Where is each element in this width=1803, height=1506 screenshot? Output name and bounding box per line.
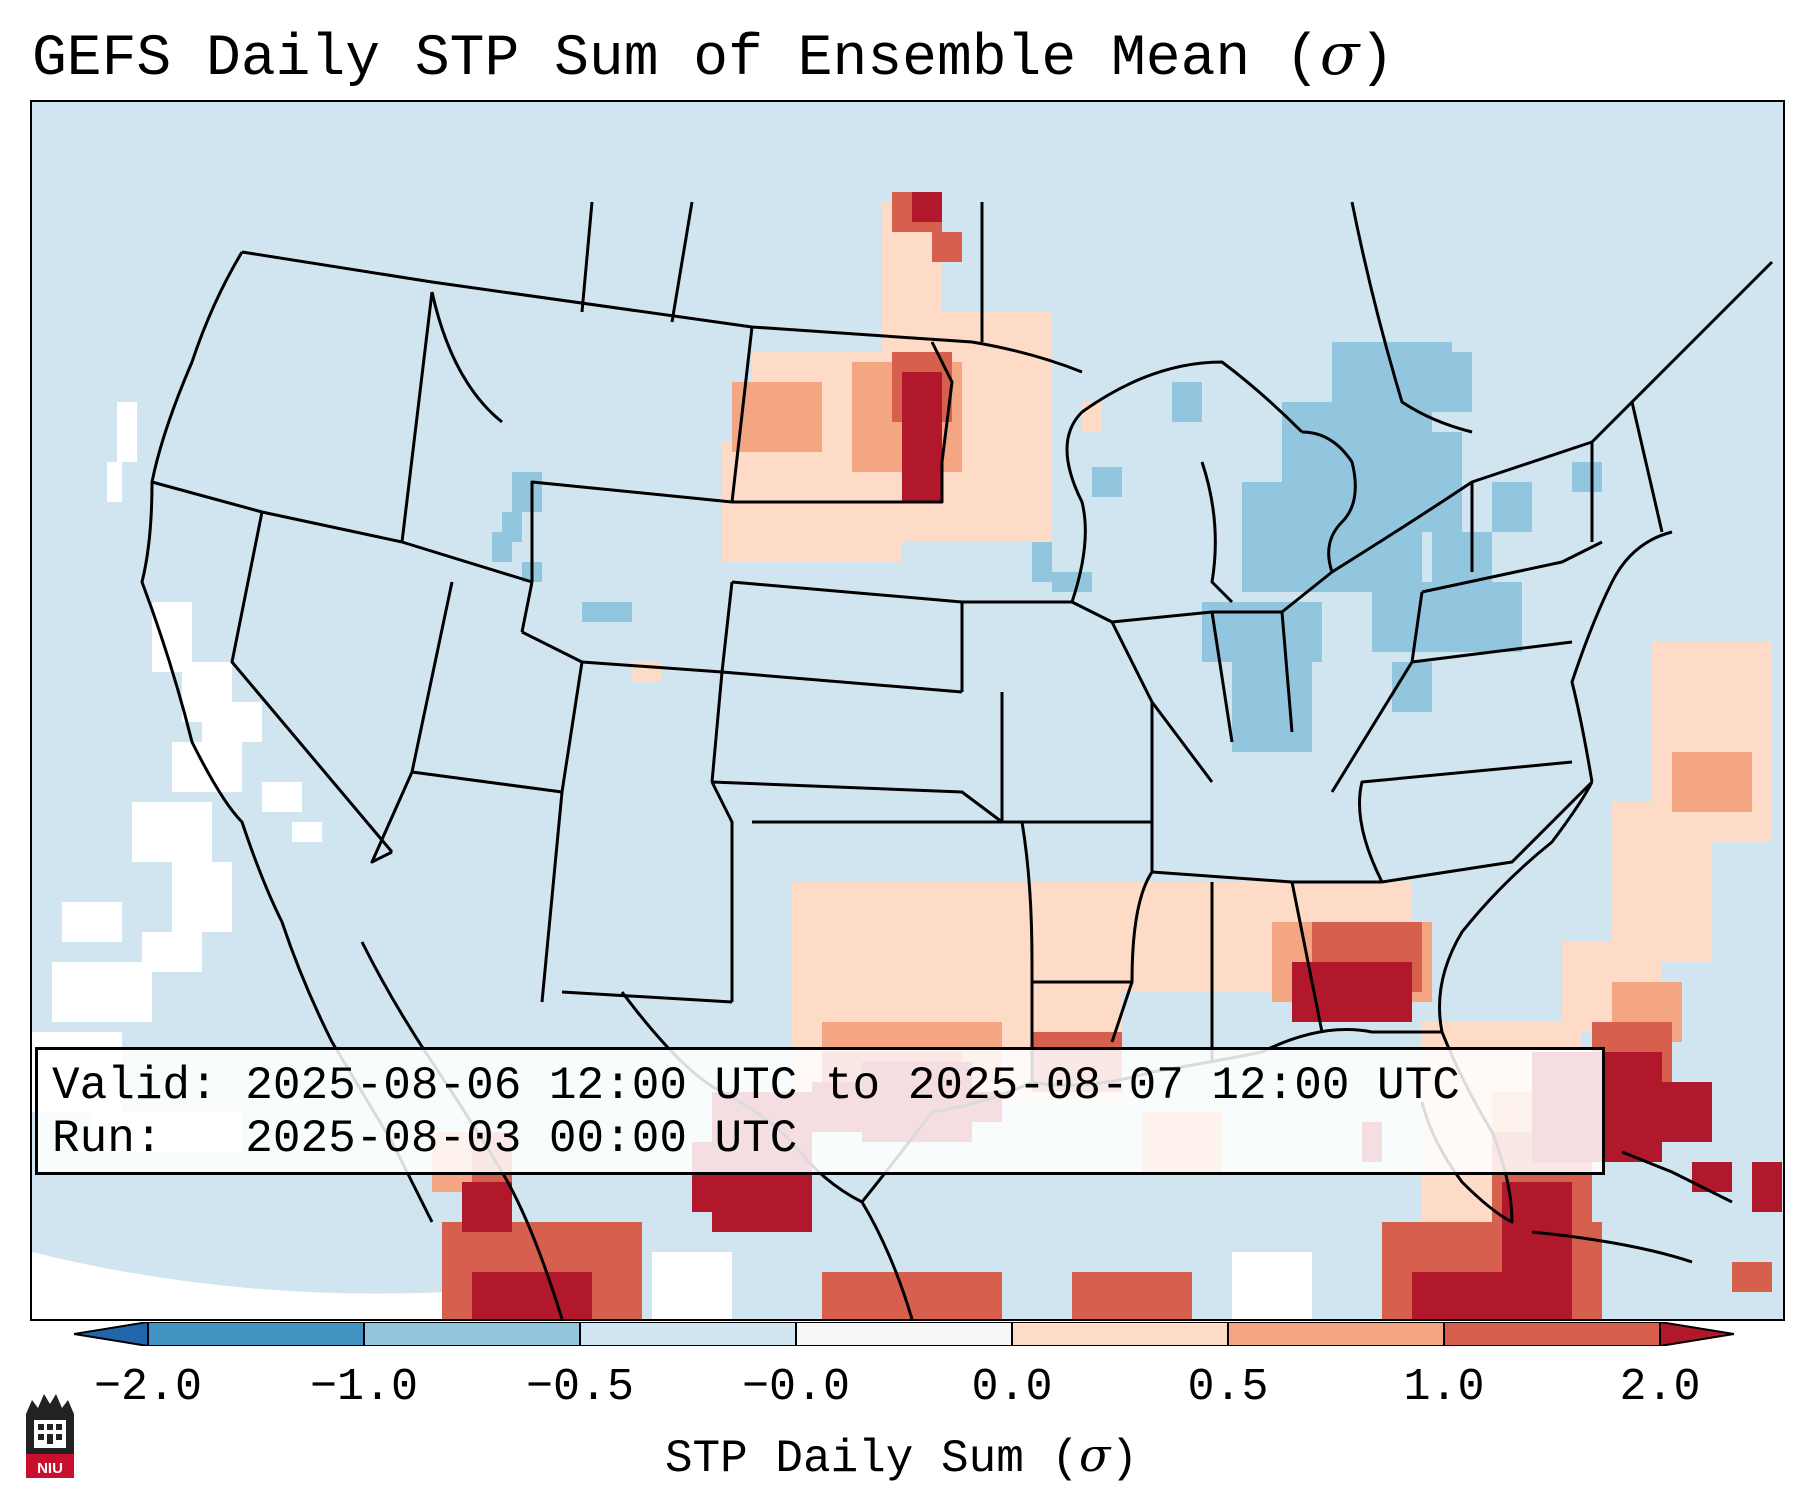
colorbar-tick-label: 0.5 (1187, 1362, 1269, 1413)
colorbar-tick-label: −0.5 (525, 1362, 635, 1413)
colorbar-tick-label: 1.0 (1403, 1362, 1485, 1413)
run-time-line: Run: 2025-08-03 00:00 UTC (52, 1113, 798, 1165)
colorbar-bin (1228, 1322, 1444, 1346)
colorbar-tick-label: −2.0 (93, 1362, 203, 1413)
colorbar-tick-label: 2.0 (1619, 1362, 1701, 1413)
colorbar-tick-label: 0.0 (971, 1362, 1053, 1413)
figure-title: GEFS Daily STP Sum of Ensemble Mean (σ) (32, 20, 1395, 92)
colorbar-bin (148, 1322, 364, 1346)
colorbar-over-arrow (1660, 1322, 1734, 1346)
colorbar-label: STP Daily Sum (σ) (664, 1428, 1139, 1485)
colorbar-bin (364, 1322, 580, 1346)
svg-text:NIU: NIU (37, 1460, 63, 1477)
colorbar-tick-label: −1.0 (309, 1362, 419, 1413)
colorbar-under-arrow (74, 1322, 148, 1346)
near-zero-field (32, 402, 1552, 1319)
valid-run-info-box: Valid: 2025-08-06 12:00 UTC to 2025-08-0… (35, 1047, 1605, 1175)
niu-logo-icon: NIU (22, 1390, 78, 1482)
colorbar-tick-label: −0.0 (741, 1362, 851, 1413)
colorbar-bin (1012, 1322, 1228, 1346)
colorbar-bin (1444, 1322, 1660, 1346)
map-svg (32, 192, 1782, 1319)
valid-time-line: Valid: 2025-08-06 12:00 UTC to 2025-08-0… (52, 1060, 1460, 1112)
colorbar-bin (796, 1322, 1012, 1346)
colorbar (74, 1322, 1734, 1346)
colorbar-bin (580, 1322, 796, 1346)
